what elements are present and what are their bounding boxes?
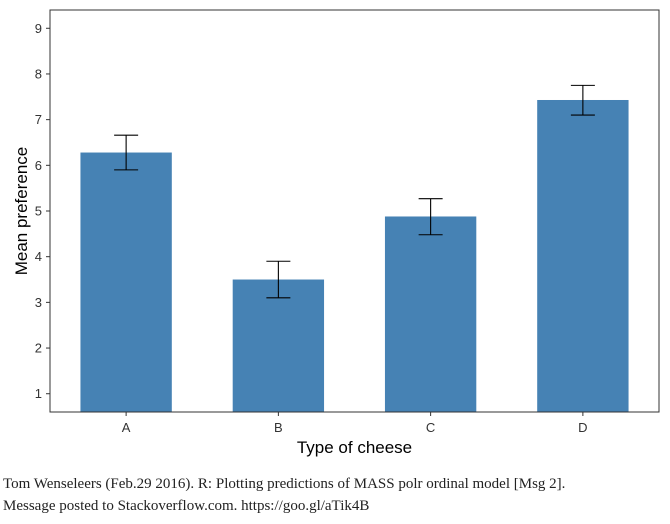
y-axis-title: Mean preference: [12, 147, 31, 276]
x-tick-label: B: [274, 420, 283, 435]
source-caption: Tom Wenseleers (Feb.29 2016). R: Plottin…: [3, 473, 667, 517]
x-tick-label: A: [122, 420, 131, 435]
y-tick-label: 2: [35, 341, 42, 356]
y-tick-label: 7: [35, 112, 42, 127]
y-tick-label: 4: [35, 249, 42, 264]
bar-a: [80, 152, 172, 412]
y-tick-label: 3: [35, 295, 42, 310]
bar-c: [384, 216, 477, 412]
y-tick-label: 6: [35, 158, 42, 173]
bar-chart: 1 2 3 4 5 6 7 8 9 A B C D Type of cheese Mean prefer…: [12, 9, 660, 457]
bar-d: [537, 99, 629, 413]
caption-line-2: Message posted to Stackoverflow.com. htt…: [3, 498, 370, 514]
x-axis-title: Type of cheese: [297, 438, 412, 457]
y-tick-label: 1: [35, 386, 42, 401]
x-tick-label: C: [426, 420, 435, 435]
plot-area: 1 2 3 4 5 6 7 8 9 A B C D: [35, 9, 660, 435]
y-tick-label: 5: [35, 204, 42, 219]
y-tick-label: 8: [35, 66, 42, 81]
bar-b: [232, 279, 325, 412]
y-tick-label: 9: [35, 21, 42, 36]
x-tick-label: D: [578, 420, 587, 435]
caption-line-1: Tom Wenseleers (Feb.29 2016). R: Plottin…: [3, 476, 566, 492]
